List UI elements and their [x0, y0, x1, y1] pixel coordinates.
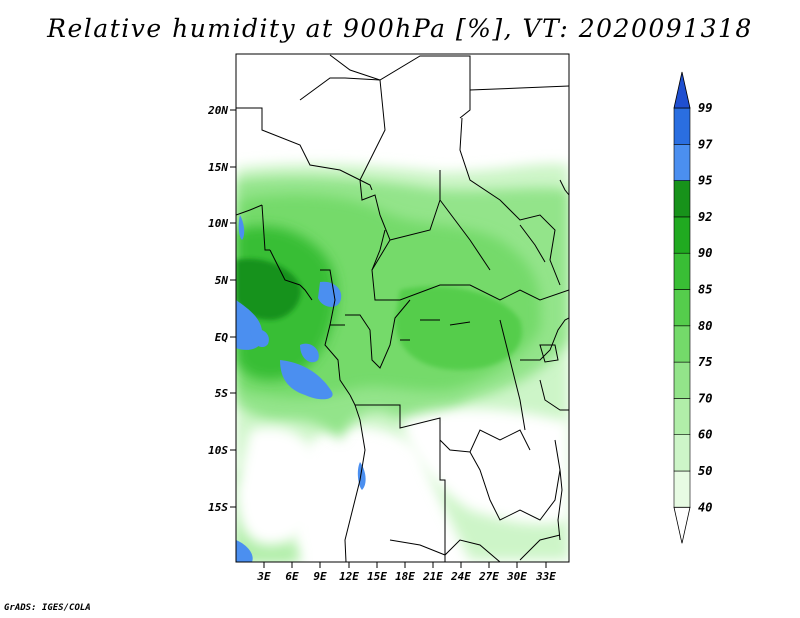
colorbar-label: 97: [698, 137, 713, 151]
lon-label: 12E: [339, 570, 359, 583]
lon-label: 24E: [450, 570, 471, 583]
colorbar-segment: [673, 144, 691, 181]
lon-label: 30E: [506, 570, 527, 583]
lat-label: 10S: [208, 444, 228, 457]
colorbar-label: 40: [698, 500, 712, 514]
latitude-axis: 20N 15N 10N 5N EQ 5S 10S 15S: [207, 104, 236, 514]
lat-label: 15S: [208, 501, 228, 514]
colorbar-segment: [673, 398, 691, 435]
colorbar-segment: [673, 361, 691, 399]
lon-label: 21E: [422, 570, 443, 583]
lon-label: 9E: [313, 570, 327, 583]
lon-label: 15E: [367, 570, 387, 583]
lon-label: 27E: [478, 570, 499, 583]
colorbar-over-arrow: [673, 71, 691, 109]
colorbar-label: 90: [698, 246, 712, 260]
colorbar-segment: [673, 289, 691, 327]
lat-label: 20N: [207, 104, 228, 117]
lon-label: 3E: [256, 570, 271, 583]
colorbar-label: 95: [698, 174, 712, 188]
lat-label: 5S: [215, 387, 229, 400]
credit-label: GrADS: IGES/COLA: [4, 603, 91, 613]
country-borders: [236, 54, 569, 562]
map-title: Relative humidity at 900hPa [%], VT: 202…: [47, 14, 753, 43]
colorbar-segment: [673, 180, 691, 218]
lat-label: EQ: [215, 331, 229, 344]
lat-label: 15N: [208, 161, 228, 174]
colorbar-label: 99: [698, 101, 712, 115]
map-frame: [235, 53, 570, 563]
lat-label: 5N: [215, 274, 229, 287]
lon-label: 33E: [535, 570, 556, 583]
lon-label: 6E: [285, 570, 299, 583]
colorbar-segment: [673, 325, 691, 363]
colorbar-label: 75: [698, 355, 712, 369]
colorbar-label: 80: [698, 319, 712, 333]
colorbar-label: 60: [698, 428, 712, 442]
humidity-field: [236, 54, 569, 562]
colorbar-under-arrow: [673, 506, 691, 544]
colorbar-segment: [673, 470, 691, 508]
lat-label: 10N: [208, 217, 228, 230]
colorbar-segment: [673, 216, 691, 254]
colorbar-label: 70: [698, 391, 712, 405]
colorbar-label: 92: [698, 210, 712, 224]
colorbar-segment: [673, 107, 691, 145]
longitude-axis: 3E 6E 9E 12E 15E 18E 21E 24E 27E 30E 33E: [256, 562, 556, 583]
lon-label: 18E: [395, 570, 415, 583]
colorbar-label: 50: [698, 464, 712, 478]
colorbar-segment: [673, 434, 691, 472]
colorbar: 40 50 60 70 75 80 85 90 92 95 97 99: [673, 71, 713, 544]
colorbar-segment: [673, 252, 691, 290]
colorbar-label: 85: [698, 283, 712, 297]
